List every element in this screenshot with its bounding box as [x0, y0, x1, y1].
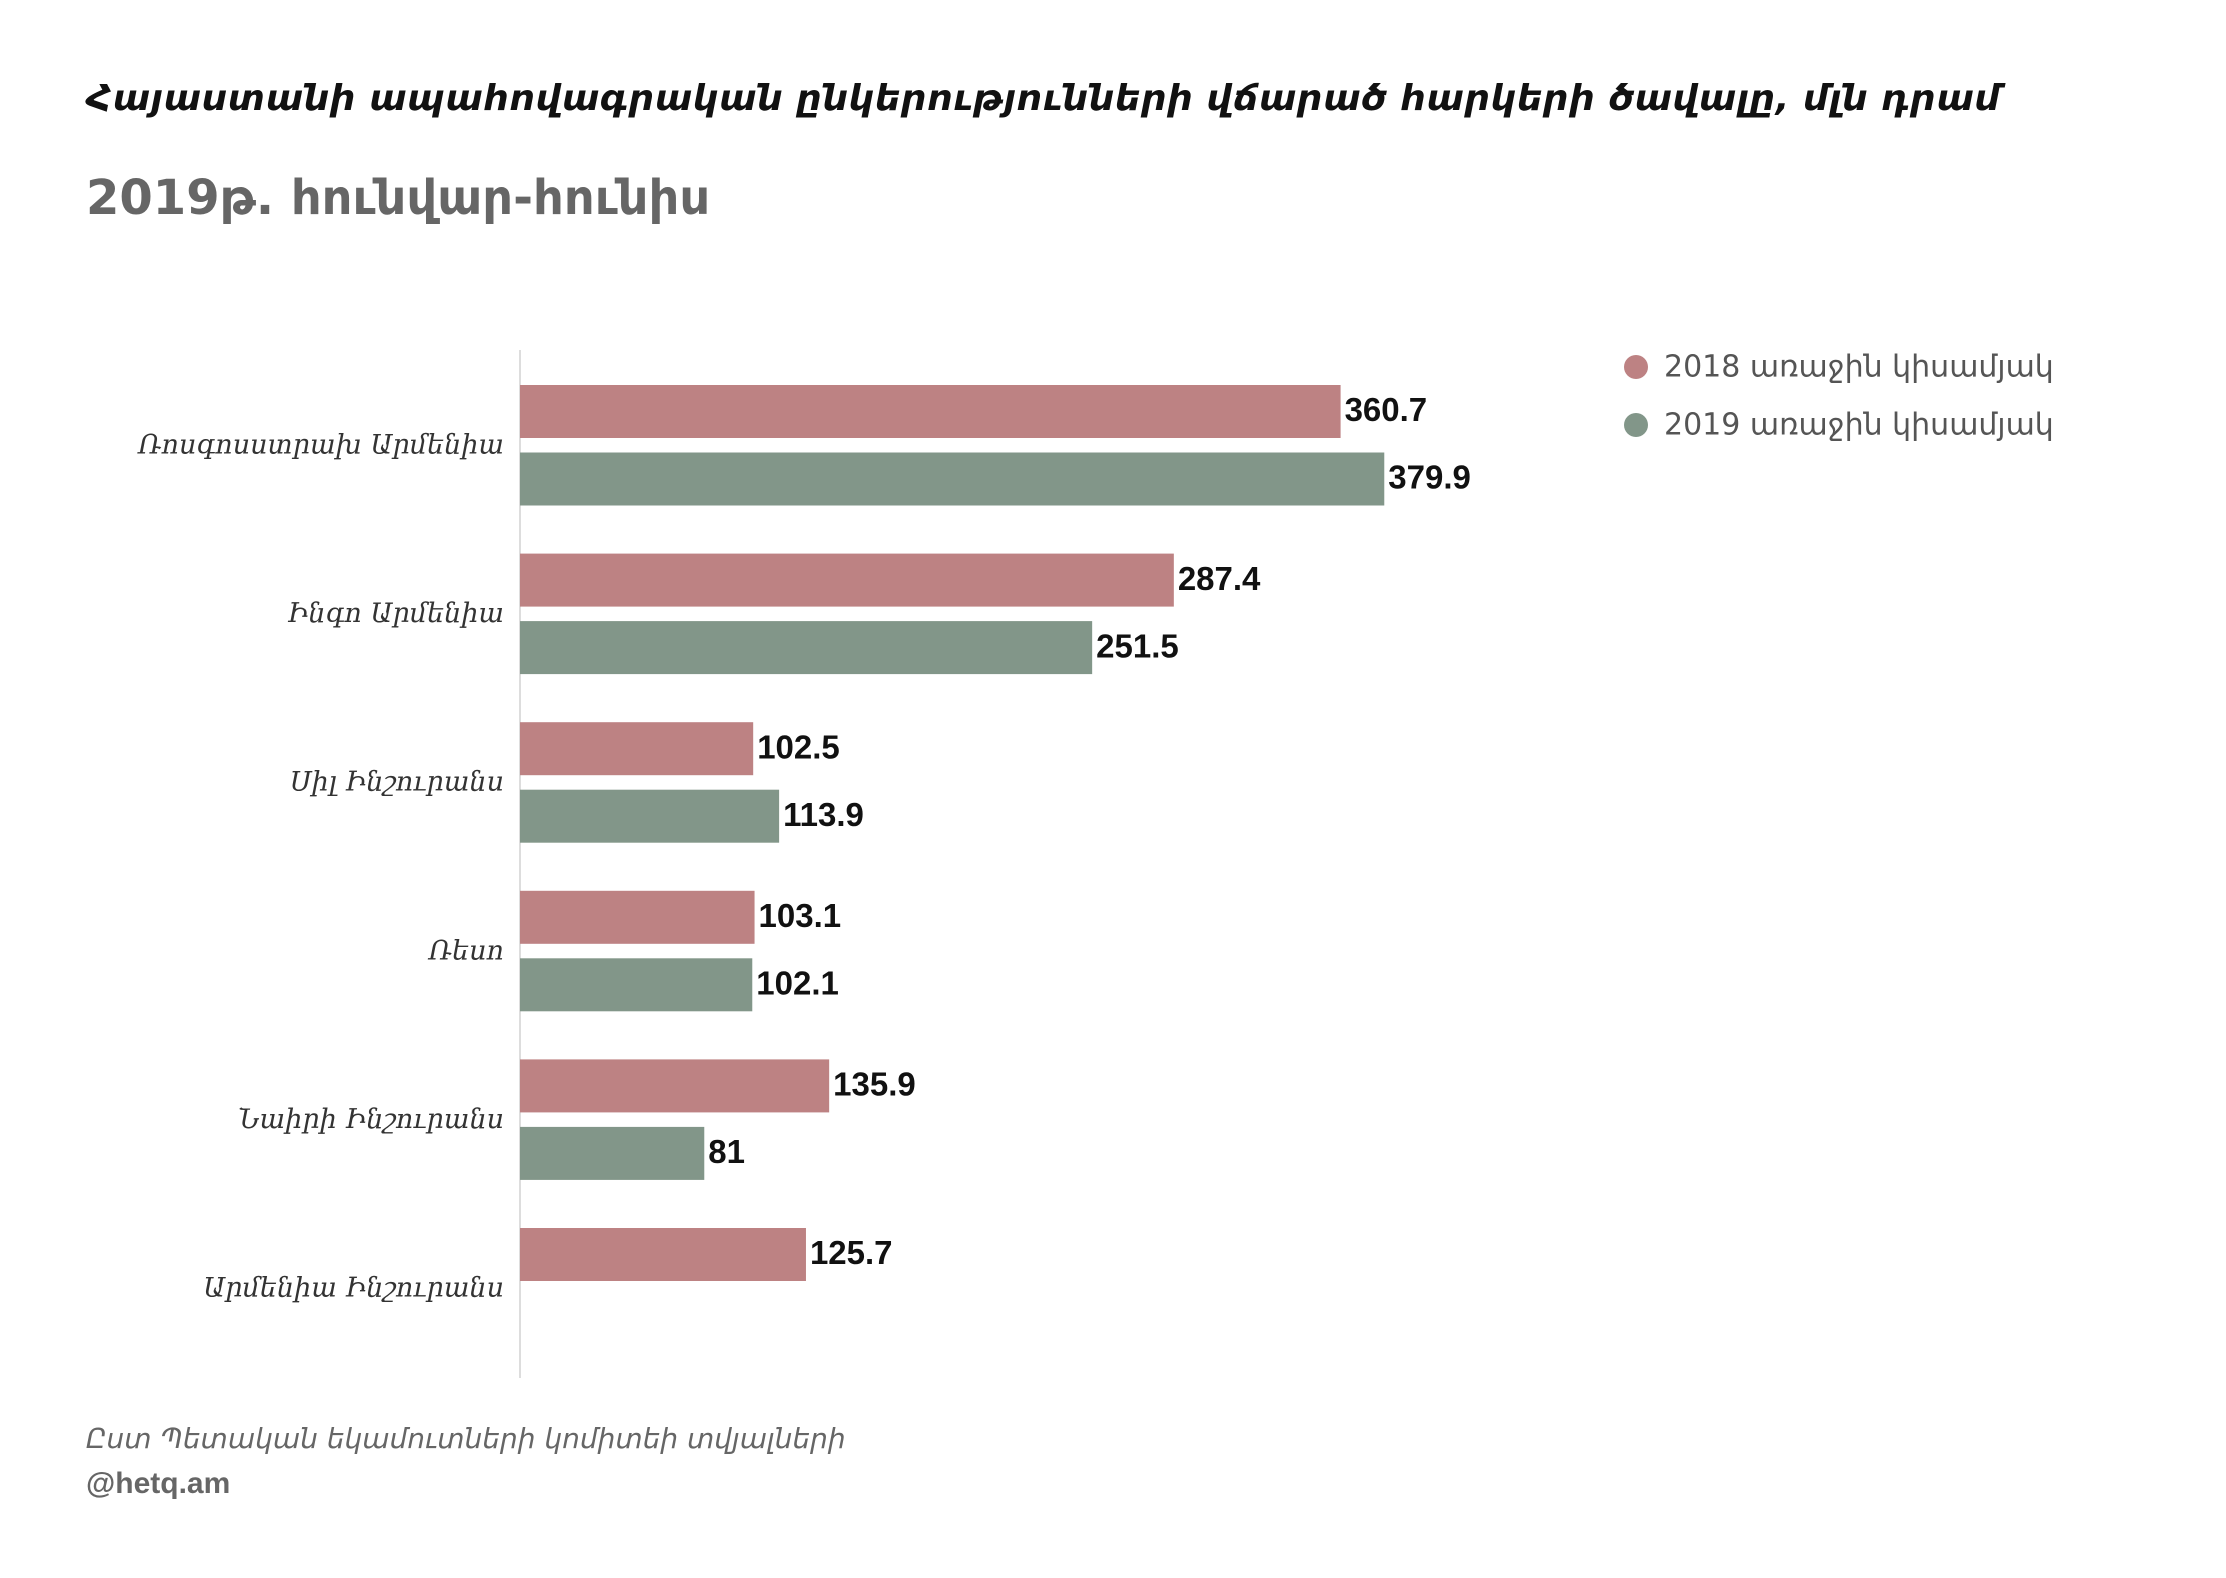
category-label: Սիլ Ինշուրանս	[290, 767, 504, 798]
value-label: 287.4	[1178, 560, 1261, 597]
value-label: 113.9	[783, 796, 864, 833]
chart-subtitle: 2019թ. հունվար-հունիս	[86, 170, 711, 226]
bar-2019	[520, 621, 1093, 675]
legend-label: 2018 առաջին կիսամյակ	[1664, 350, 2054, 385]
category-label: Նաիրի Ինշուրանս	[238, 1104, 504, 1135]
value-label: 251.5	[1096, 627, 1179, 664]
category-label: Արմենիա Ինշուրանս	[203, 1273, 504, 1304]
bar-2019	[520, 1126, 705, 1180]
bar-2018	[520, 722, 754, 776]
value-label: 81	[708, 1133, 745, 1170]
value-labels: 360.7 379.9 287.4 251.5 102.5 113.9 103.1 102.1…	[708, 391, 1471, 1271]
category-label: Ռոսգոսստրախ Արմենիա	[136, 430, 504, 461]
legend-swatch	[1624, 413, 1648, 437]
bar-2018	[520, 1228, 806, 1281]
bar-2019	[520, 452, 1385, 506]
bar-2018	[520, 385, 1341, 438]
bar-2019	[520, 789, 780, 843]
value-label: 125.7	[810, 1234, 893, 1271]
credit: @hetq.am	[86, 1467, 231, 1500]
category-label: Ռեսո	[427, 935, 504, 966]
legend: 2018 առաջին կիսամյակ 2019 առաջին կիսամյակ	[1624, 350, 2054, 443]
bar-2018	[520, 890, 755, 944]
bar-2018	[520, 1059, 830, 1113]
category-label: Ինգո Արմենիա	[288, 598, 504, 629]
value-label: 102.5	[757, 728, 840, 765]
category-labels: Ռոսգոսստրախ Արմենիա Ինգո Արմենիա Սիլ Ինշու…	[136, 430, 504, 1304]
value-label: 379.9	[1388, 459, 1471, 496]
legend-label: 2019 առաջին կիսամյակ	[1664, 408, 2054, 443]
bar-2018	[520, 553, 1174, 607]
value-label: 103.1	[759, 897, 842, 934]
value-label: 102.1	[756, 965, 839, 1002]
bars-layer	[520, 385, 1385, 1281]
source-note: Ըստ Պետական եկամուտների կոմիտեի տվյալներ…	[86, 1422, 846, 1455]
legend-swatch	[1624, 355, 1648, 379]
value-label: 135.9	[833, 1066, 916, 1103]
value-label: 360.7	[1345, 391, 1428, 428]
chart-title: Հայաստանի ապահովագրական ընկերությունների…	[86, 78, 2001, 119]
bar-2019	[520, 958, 753, 1012]
footer: Ըստ Պետական եկամուտների կոմիտեի տվյալներ…	[86, 1422, 846, 1501]
